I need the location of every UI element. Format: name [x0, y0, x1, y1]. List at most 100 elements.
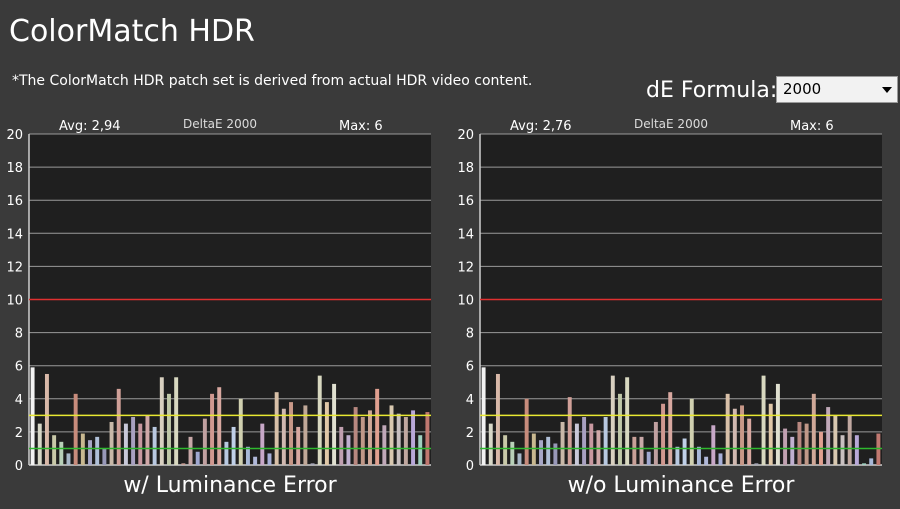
bar — [689, 398, 694, 465]
bar — [704, 456, 709, 465]
bar — [610, 375, 615, 465]
y-tick-label: 6 — [15, 360, 23, 375]
bar — [88, 440, 92, 465]
page-title: ColorMatch HDR — [9, 14, 255, 49]
bar — [360, 417, 365, 465]
bar — [833, 415, 838, 465]
bar — [869, 458, 874, 465]
bar — [425, 412, 430, 465]
bar — [167, 393, 171, 465]
bar — [238, 398, 243, 465]
bar — [188, 436, 193, 465]
bar — [732, 408, 737, 465]
bar — [840, 435, 845, 465]
y-tick-label: 0 — [466, 459, 474, 474]
bar — [725, 393, 730, 465]
bar — [396, 413, 401, 465]
bar — [418, 435, 423, 465]
y-tick-label: 8 — [466, 327, 474, 342]
bar — [632, 436, 637, 465]
bar — [747, 418, 752, 465]
bar — [403, 417, 408, 465]
bar — [159, 377, 164, 465]
bar — [353, 407, 358, 465]
bar — [639, 436, 644, 465]
bar — [123, 423, 128, 465]
bar — [174, 377, 179, 465]
chart-caption-with-luminance: w/ Luminance Error — [123, 473, 337, 498]
y-tick-label: 12 — [6, 260, 23, 275]
bar — [411, 410, 416, 465]
bar — [661, 403, 666, 465]
y-tick-label: 14 — [6, 227, 23, 242]
bar — [368, 410, 372, 465]
de-formula-select[interactable]: 2000 — [776, 76, 898, 103]
y-tick-label: 16 — [457, 194, 474, 209]
bar — [675, 446, 680, 465]
patch-set-note: *The ColorMatch HDR patch set is derived… — [12, 73, 533, 89]
bar — [324, 402, 329, 465]
y-tick-label: 4 — [466, 393, 474, 408]
bar — [181, 463, 186, 465]
bar — [539, 440, 543, 465]
bar — [517, 453, 522, 465]
bar — [804, 423, 809, 465]
bar — [775, 383, 780, 465]
bar — [618, 393, 622, 465]
bar — [375, 388, 380, 465]
y-tick-label: 20 — [6, 128, 23, 143]
bar — [332, 383, 337, 465]
y-tick-label: 10 — [457, 294, 474, 309]
bar — [603, 417, 608, 465]
y-tick-label: 2 — [15, 426, 23, 441]
bar — [30, 367, 35, 465]
bar — [317, 375, 322, 465]
avg-label: Avg: 2,76 — [510, 119, 572, 134]
bar — [217, 387, 222, 465]
bar — [696, 446, 701, 465]
bar — [797, 421, 802, 465]
bar — [102, 448, 107, 465]
chevron-down-icon — [882, 87, 892, 93]
bar — [289, 402, 293, 465]
bar — [274, 392, 279, 465]
bar — [761, 375, 766, 465]
y-tick-label: 4 — [15, 393, 23, 408]
bar — [740, 405, 744, 465]
bar — [145, 415, 150, 465]
bar — [59, 441, 64, 465]
bar — [260, 423, 265, 465]
bar — [503, 435, 508, 465]
max-label: Max: 6 — [790, 119, 834, 134]
bar — [131, 417, 136, 465]
bar — [224, 441, 229, 465]
bar — [481, 367, 486, 465]
bar — [310, 463, 315, 465]
bar — [202, 418, 207, 465]
bar — [589, 423, 594, 465]
bar — [783, 428, 788, 465]
bar — [560, 421, 565, 465]
y-tick-label: 18 — [457, 161, 474, 176]
bar — [339, 426, 344, 465]
bar — [52, 435, 57, 465]
bar — [109, 421, 114, 465]
bar — [546, 436, 551, 465]
bar — [653, 421, 658, 465]
chart-caption-without-luminance: w/o Luminance Error — [567, 473, 795, 498]
bar — [253, 456, 258, 465]
bar — [625, 377, 630, 465]
bar — [862, 463, 867, 465]
bar — [524, 398, 529, 465]
y-tick-label: 2 — [466, 426, 474, 441]
bar — [768, 403, 773, 465]
bar — [152, 426, 157, 465]
y-tick-label: 10 — [6, 294, 23, 309]
bar — [245, 446, 250, 465]
y-tick-label: 14 — [457, 227, 474, 242]
chart-without-luminance-error: 0 2 4 6 8 10 12 14 16 18 20 Avg: 2,76 DeltaE 2000 Max… — [457, 117, 882, 474]
bar — [811, 393, 816, 465]
bar — [44, 373, 49, 465]
bar — [389, 405, 394, 465]
bar — [854, 435, 859, 465]
